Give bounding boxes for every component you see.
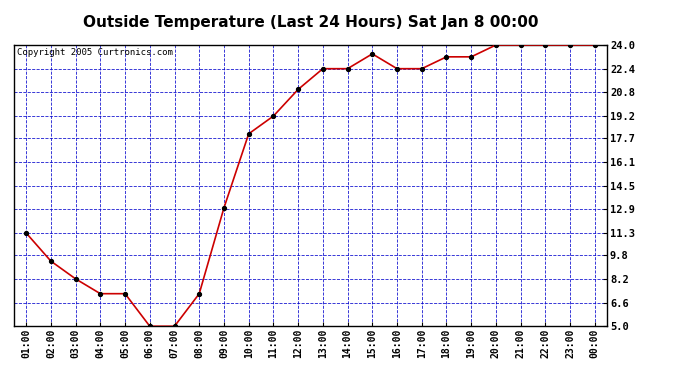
Text: Copyright 2005 Curtronics.com: Copyright 2005 Curtronics.com bbox=[17, 48, 172, 57]
Text: Outside Temperature (Last 24 Hours) Sat Jan 8 00:00: Outside Temperature (Last 24 Hours) Sat … bbox=[83, 15, 538, 30]
